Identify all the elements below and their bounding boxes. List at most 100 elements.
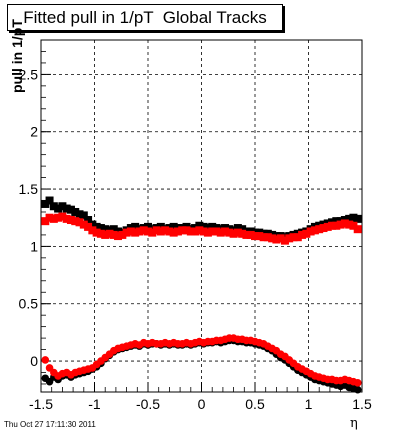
- data-point: [144, 227, 152, 236]
- data-point: [199, 222, 208, 231]
- data-point: [49, 202, 58, 211]
- data-point: [66, 216, 75, 225]
- data-point: [238, 225, 247, 234]
- data-point: [41, 356, 50, 364]
- data-point: [152, 226, 161, 235]
- data-point: [208, 227, 217, 236]
- data-point: [298, 230, 307, 239]
- data-point: [96, 229, 105, 238]
- data-point: [251, 232, 259, 241]
- data-point: [268, 234, 277, 243]
- data-point: [92, 222, 101, 231]
- data-point: [71, 207, 80, 216]
- y-axis-label: pull in 1/pT: [9, 19, 25, 93]
- data-point: [225, 228, 234, 237]
- data-point: [75, 210, 84, 219]
- data-point: [54, 213, 63, 222]
- data-point: [131, 222, 140, 231]
- x-tick-label: 0: [198, 396, 206, 412]
- data-point: [169, 228, 178, 237]
- data-point: [79, 211, 88, 220]
- data-point: [263, 233, 272, 242]
- data-point: [353, 385, 362, 394]
- data-point: [280, 236, 289, 245]
- data-point: [41, 199, 50, 208]
- data-point: [84, 216, 93, 225]
- data-point: [66, 205, 75, 214]
- data-point: [195, 221, 204, 230]
- y-tick-label: 1.5: [19, 181, 39, 197]
- data-point: [135, 227, 144, 236]
- data-point: [178, 226, 187, 235]
- data-point: [109, 225, 118, 234]
- data-point: [139, 226, 148, 235]
- y-tick-label: 1: [30, 238, 38, 254]
- data-point: [242, 230, 251, 239]
- data-point: [58, 212, 67, 221]
- data-point: [54, 204, 63, 213]
- data-point: [229, 229, 238, 238]
- data-point: [216, 228, 225, 237]
- data-point: [332, 221, 341, 230]
- x-axis-label: η: [350, 416, 358, 431]
- data-point: [315, 225, 324, 234]
- data-point: [186, 227, 195, 236]
- data-point: [118, 230, 127, 239]
- y-tick-label: 2: [30, 124, 38, 140]
- data-point: [105, 229, 114, 238]
- data-point: [272, 235, 281, 244]
- data-point: [62, 214, 71, 223]
- data-point: [79, 220, 88, 229]
- data-point: [96, 224, 105, 233]
- data-point: [353, 214, 362, 223]
- y-tick-label: 2.5: [19, 66, 39, 82]
- data-point: [191, 227, 200, 236]
- data-point: [319, 224, 328, 233]
- data-point: [323, 222, 332, 231]
- data-point: [328, 221, 337, 230]
- data-point: [259, 233, 268, 242]
- data-point: [148, 228, 157, 237]
- data-point: [169, 222, 178, 231]
- y-tick-label: 0.5: [19, 296, 39, 312]
- chart-title: Fitted pull in 1/pT Global Tracks: [7, 4, 283, 31]
- data-point: [353, 379, 362, 387]
- data-point: [114, 227, 123, 236]
- data-point: [156, 227, 165, 236]
- data-point: [161, 226, 170, 235]
- x-tick-label: 0.5: [245, 396, 265, 412]
- data-point: [182, 226, 191, 235]
- x-tick-label: -1: [88, 396, 101, 412]
- data-point: [173, 227, 182, 236]
- data-point: [233, 228, 242, 237]
- data-point: [332, 217, 341, 226]
- data-point: [345, 220, 354, 229]
- data-point: [49, 214, 58, 223]
- data-point: [340, 219, 349, 228]
- data-point: [353, 225, 362, 234]
- data-point: [71, 217, 80, 226]
- data-point: [302, 229, 311, 238]
- data-point: [276, 234, 285, 243]
- data-point: [349, 221, 358, 230]
- data-point: [195, 226, 204, 235]
- data-point: [62, 204, 71, 213]
- data-point: [289, 233, 298, 242]
- data-point: [92, 228, 101, 237]
- data-point: [199, 227, 208, 236]
- data-point: [84, 222, 93, 231]
- data-point: [349, 213, 358, 222]
- data-point: [208, 222, 217, 231]
- y-tick-label: 0: [30, 353, 38, 369]
- data-point: [114, 232, 123, 241]
- x-tick-label: 1: [305, 396, 313, 412]
- data-point: [58, 202, 67, 211]
- data-point: [41, 217, 50, 226]
- data-point: [306, 227, 315, 236]
- data-point: [88, 220, 97, 229]
- data-point: [203, 224, 212, 233]
- data-point: [156, 222, 165, 231]
- data-point: [126, 227, 135, 236]
- x-tick-label: -0.5: [136, 396, 160, 412]
- timestamp: Thu Oct 27 17:11:30 2011: [4, 420, 96, 429]
